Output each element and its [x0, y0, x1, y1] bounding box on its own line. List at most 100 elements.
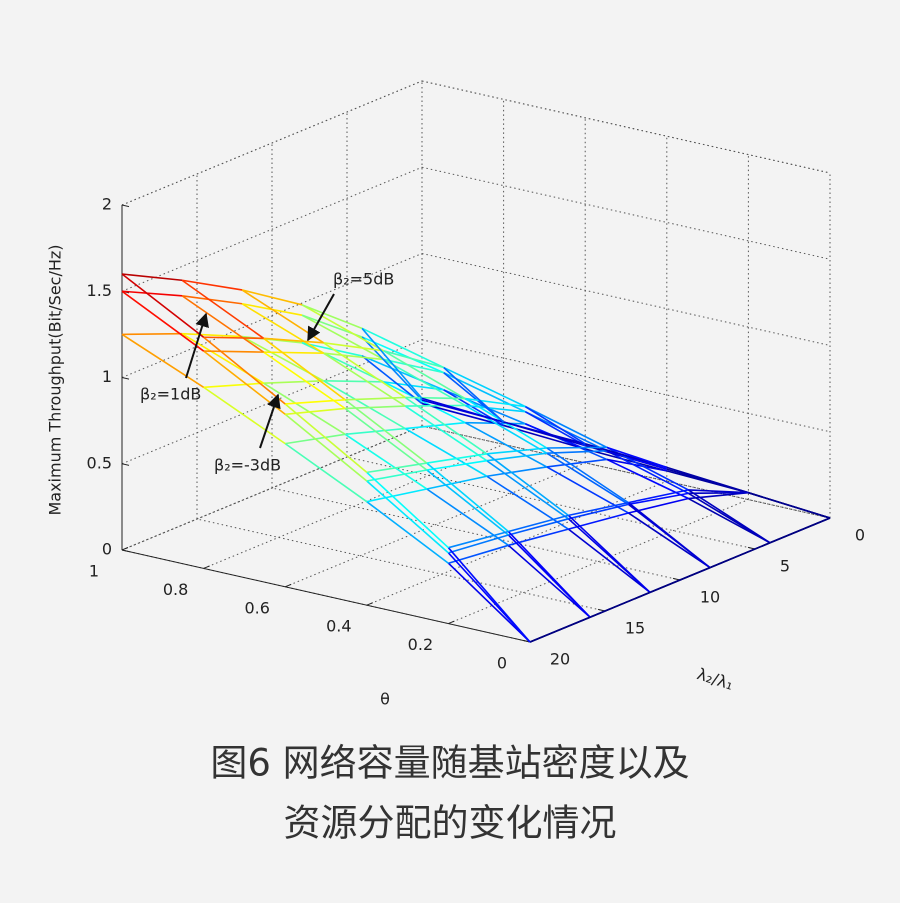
annotations: β₂=5dB β₂=1dB β₂=-3dB: [140, 270, 394, 475]
mesh-segment: [263, 351, 324, 354]
mesh-segment: [421, 397, 504, 423]
annotation-arrow: [259, 393, 281, 449]
mesh-segment: [503, 421, 586, 445]
tick-mark: [121, 204, 130, 208]
mesh-segment: [263, 380, 324, 384]
axis-line: [121, 549, 531, 643]
mesh-segment: [486, 453, 569, 516]
mesh-segment: [546, 447, 629, 504]
mesh-segment: [529, 616, 591, 643]
mesh-segment: [323, 342, 384, 352]
mesh-segment: [181, 294, 243, 305]
mesh-segment: [508, 528, 569, 547]
x-tick-label: 0.2: [408, 635, 433, 654]
mesh-segment: [464, 421, 548, 468]
mesh-segment: [508, 514, 569, 533]
grid-line: [421, 80, 831, 174]
mesh-segment: [366, 488, 427, 503]
mesh-segment: [344, 433, 428, 490]
z-tick-label: 1.5: [87, 281, 112, 300]
mesh-segment: [361, 336, 444, 374]
mesh-segment: [546, 452, 629, 506]
mesh-segment: [486, 466, 547, 478]
mesh-segment: [405, 404, 466, 407]
grid-line: [285, 462, 586, 588]
x-tick-label: 1: [89, 562, 99, 581]
mesh-segment: [649, 566, 711, 594]
mesh-segment: [344, 407, 428, 471]
mesh-segment: [323, 352, 384, 361]
mesh-segment: [404, 396, 488, 455]
mesh-segment: [181, 332, 243, 338]
grid-line: [421, 253, 831, 346]
annotation: β₂=-3dB: [214, 456, 281, 475]
mesh-segment: [404, 405, 488, 462]
x-tick-label: 0.6: [244, 598, 269, 617]
mesh-segment: [284, 413, 368, 482]
y-tick-label: 10: [700, 588, 720, 607]
mesh-segment: [366, 471, 449, 549]
mesh-segment: [241, 289, 303, 306]
mesh-segment: [606, 446, 668, 469]
mesh-segment: [606, 450, 668, 470]
mesh-segment: [361, 336, 423, 401]
mesh-segment: [568, 512, 629, 530]
mesh-segment: [361, 355, 423, 405]
annotation: β₂=5dB: [333, 270, 394, 289]
mesh-segment: [443, 366, 505, 423]
mesh-segment: [345, 396, 406, 401]
z-tick-label: 0: [102, 540, 112, 559]
annotation: β₂=1dB: [140, 385, 201, 404]
y-tick-label: 0: [855, 526, 865, 545]
mesh-segment: [121, 273, 183, 282]
mesh-segment: [383, 381, 466, 424]
mesh-segment: [628, 489, 689, 504]
mesh-segment: [546, 458, 607, 468]
mesh-segment: [284, 442, 368, 503]
tick-mark: [203, 565, 210, 569]
mesh-segment: [447, 562, 531, 643]
z-tick-label: 0.5: [87, 453, 112, 472]
mesh-segment: [203, 382, 264, 389]
mesh-segment: [323, 342, 406, 399]
tick-mark: [121, 463, 130, 466]
mesh-segment: [627, 501, 711, 569]
mesh-segment: [448, 544, 509, 564]
mesh-segment: [301, 314, 384, 361]
mesh-segment: [448, 534, 509, 554]
annotation-arrow: [307, 293, 335, 342]
annotation-arrow: [185, 312, 209, 379]
mesh-segment: [121, 290, 183, 297]
mesh-segment: [405, 396, 466, 400]
mesh-segment: [383, 358, 444, 374]
y-axis-label: λ₂/λ₁: [695, 664, 736, 694]
mesh-segment: [181, 295, 265, 353]
grid-line: [271, 487, 681, 581]
mesh-segment: [568, 503, 629, 520]
caption: 图6 网络容量随基站密度以及: [210, 742, 689, 785]
mesh-segment: [263, 337, 324, 344]
mesh-segment: [546, 466, 629, 514]
mesh-segment: [589, 591, 651, 618]
mesh-segment: [404, 427, 488, 477]
mesh-segment: [203, 350, 264, 353]
mesh-segment: [568, 501, 629, 517]
mesh-segment: [323, 380, 406, 430]
z-tick-label: 1: [102, 367, 112, 386]
mesh-segment: [426, 469, 509, 536]
mesh-segment: [443, 366, 526, 408]
grid-line: [121, 80, 423, 206]
tick-mark: [448, 620, 455, 625]
grid-line: [196, 518, 606, 612]
mesh-segment: [426, 475, 487, 490]
mesh-segment: [748, 491, 831, 519]
mesh-segment: [627, 512, 711, 569]
mesh-segment: [361, 327, 444, 369]
mesh-segment: [486, 475, 569, 530]
mesh-segment: [508, 518, 569, 536]
mesh-segment: [567, 514, 651, 593]
mesh-segment: [263, 337, 346, 401]
mesh-segment: [688, 491, 749, 500]
mesh-segment: [285, 399, 346, 405]
